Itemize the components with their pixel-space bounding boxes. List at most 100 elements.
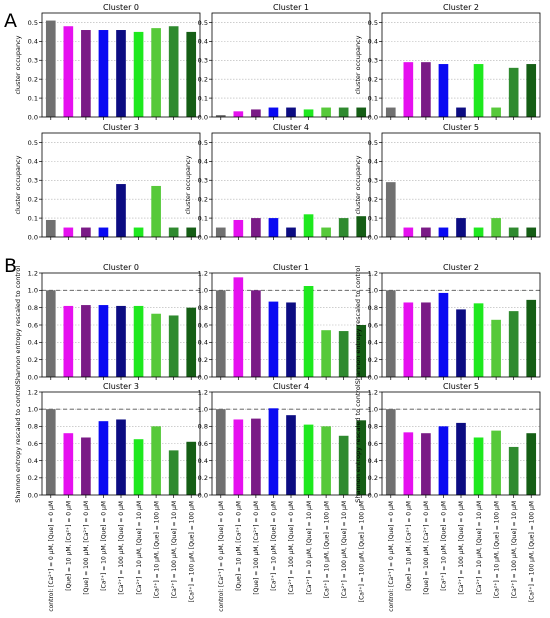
y-tick-label: 0.0: [28, 113, 38, 121]
bar: [81, 227, 91, 237]
y-tick-label: 0.2: [28, 195, 38, 203]
y-tick-label: 0.0: [28, 373, 38, 381]
y-tick-label: 0.1: [368, 214, 378, 222]
y-tick-label: 0.4: [28, 38, 38, 46]
y-tick-label: 0.2: [198, 356, 208, 364]
bar: [303, 214, 314, 237]
bar: [508, 227, 519, 237]
bar: [403, 302, 414, 377]
chart-b-cluster-1-3: Cluster 4 0.0 0.2 0.4 0.6 0.8 1.0 1.2 control: […: [198, 382, 371, 612]
bar: [251, 218, 261, 237]
chart-a-cluster-1-1: Cluster 4 0.0 0.1 0.2 0.3 0.4 0.5 cluster occup…: [184, 123, 371, 241]
y-tick-label: 0.3: [198, 177, 208, 185]
y-axis-label: cluster occupancy: [14, 35, 22, 94]
y-tick-label: 0.3: [28, 177, 38, 185]
bar: [473, 437, 484, 495]
chart-title: Cluster 0: [103, 3, 139, 12]
bar: [251, 109, 261, 117]
bar: [215, 409, 226, 495]
x-tick-label: [Que] = 100 μM, [Ca²⁺] = 0 μM: [83, 501, 90, 595]
y-tick-label: 0.0: [28, 491, 38, 499]
x-tick-label: [Ca²⁺] = 10 μM, [Que] = 100 μM: [153, 501, 160, 598]
bar: [491, 218, 501, 237]
y-tick-label: 1.0: [198, 287, 208, 295]
y-tick-label: 0.0: [198, 113, 208, 121]
bar: [356, 420, 367, 495]
bar: [438, 64, 449, 117]
y-tick-label: 0.4: [198, 457, 208, 465]
y-tick-label: 0.8: [198, 304, 208, 312]
bar: [233, 277, 244, 377]
y-tick-label: 0.2: [198, 195, 208, 203]
bar: [63, 26, 74, 117]
bar: [491, 107, 501, 117]
y-tick-label: 1.2: [198, 269, 208, 277]
y-tick-label: 0.2: [28, 75, 38, 83]
x-tick-label: [Que] = 100 μM, [Ca²⁺] = 0 μM: [253, 501, 260, 595]
y-tick-label: 0.6: [28, 321, 38, 329]
bar: [338, 107, 349, 117]
y-tick-label: 0.0: [28, 233, 38, 241]
chart-b-cluster-0-2: Cluster 0 0.0 0.2 0.4 0.6 0.8 1.0 1.2 Shannon en…: [14, 263, 201, 385]
x-tick-label: [Ca²⁺] = 100 μM, [Que] = 10 μM: [511, 501, 518, 598]
chart-title: Cluster 3: [103, 123, 139, 132]
bar: [63, 433, 74, 495]
y-tick-label: 0.3: [198, 57, 208, 65]
y-tick-label: 0.0: [368, 113, 378, 121]
charts-container: Cluster 0 0.0 0.1 0.2 0.3 0.4 0.5 cluster occup…: [14, 3, 541, 612]
bar: [338, 331, 349, 377]
bar: [186, 227, 197, 237]
y-tick-label: 0.6: [198, 440, 208, 448]
chart-title: Cluster 5: [443, 123, 479, 132]
y-tick-label: 0.0: [368, 491, 378, 499]
chart-title: Cluster 3: [103, 382, 139, 391]
bar: [303, 286, 314, 377]
y-tick-label: 0.4: [198, 339, 208, 347]
bar: [233, 111, 244, 117]
chart-b-cluster-0-3: Cluster 3 0.0 0.2 0.4 0.6 0.8 1.0 1.2 Shannon en…: [14, 382, 201, 612]
bar: [133, 439, 144, 495]
y-tick-label: 0.5: [28, 19, 38, 27]
y-tick-label: 0.0: [368, 373, 378, 381]
bar: [63, 305, 74, 377]
x-tick-label: [Ca²⁺] = 10 μM, [Que] = 100 μM: [323, 501, 330, 598]
bar: [321, 330, 331, 377]
x-tick-label: [Ca²⁺] = 10 μM, [Que] = 10 μM: [476, 501, 483, 595]
y-tick-label: 0.1: [198, 214, 208, 222]
chart-a-cluster-1-0: Cluster 1 0.0 0.1 0.2 0.3 0.4 0.5: [198, 3, 371, 121]
bar: [116, 30, 126, 117]
bar: [356, 107, 367, 117]
y-axis-label: Shannon entropy rescaled to control: [14, 266, 22, 385]
y-tick-label: 0.6: [28, 440, 38, 448]
bar: [421, 302, 431, 377]
bar: [63, 227, 74, 237]
y-tick-label: 0.4: [28, 457, 38, 465]
bar: [81, 437, 91, 495]
y-tick-label: 1.0: [28, 287, 38, 295]
y-tick-label: 1.2: [368, 388, 378, 396]
bar: [303, 424, 314, 495]
y-tick-label: 0.0: [198, 233, 208, 241]
bar: [286, 415, 296, 495]
y-tick-label: 0.6: [198, 321, 208, 329]
bar: [321, 227, 331, 237]
x-tick-label: [Que] = 100 μM, [Ca²⁺] = 0 μM: [423, 501, 430, 595]
bar: [98, 30, 109, 117]
y-tick-label: 1.2: [198, 388, 208, 396]
bar: [421, 62, 431, 117]
bar: [526, 299, 537, 377]
bar: [356, 325, 367, 377]
chart-a-cluster-0-0: Cluster 0 0.0 0.1 0.2 0.3 0.4 0.5 cluster occup…: [14, 3, 201, 121]
y-axis-label: Shannon entropy rescaled to control: [354, 266, 362, 385]
y-tick-label: 0.3: [28, 57, 38, 65]
bar: [168, 26, 179, 117]
panel-letter-a: A: [4, 10, 17, 32]
bar: [456, 107, 466, 117]
x-tick-label: [Que] = 10 μM, [Ca²⁺] = 0 μM: [406, 501, 413, 591]
y-axis-label: Shannon entropy rescaled to control: [354, 384, 362, 503]
bar: [233, 219, 244, 237]
bar: [456, 309, 466, 377]
bar: [438, 426, 449, 495]
bar: [473, 227, 484, 237]
